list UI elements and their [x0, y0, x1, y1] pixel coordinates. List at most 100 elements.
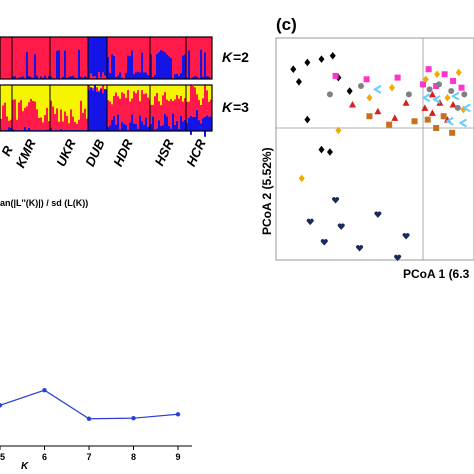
k2-bar-segment [48, 76, 50, 79]
pcoa-point-group-8 [402, 233, 410, 240]
k3-bar-segment [156, 85, 158, 93]
k3-bar-segment [20, 85, 22, 101]
k3-bar-segment [206, 90, 208, 116]
k3-bar-segment [18, 102, 20, 131]
k3-bar-segment [198, 99, 200, 121]
pcoa-point-group-5 [405, 91, 412, 98]
k3-bar-segment [10, 119, 12, 128]
k2-bar-segment [135, 72, 137, 79]
k3-bar-segment [66, 85, 68, 116]
pcoa-frame [275, 37, 474, 261]
k3-bar-segment [154, 96, 156, 130]
k3-bar-segment [131, 98, 133, 115]
k3-bar-segment [133, 123, 135, 131]
k3-bar-segment [178, 128, 180, 131]
k3-bar-segment [48, 129, 50, 131]
k3-bar-segment [196, 85, 198, 95]
k3-bar-segment [26, 85, 28, 107]
pcoa-point-group-3 [332, 72, 339, 79]
k3-bar-segment [133, 91, 135, 124]
k3-bar-segment [198, 85, 200, 100]
k3-bar-segment [174, 124, 176, 131]
k2-population-block [50, 37, 88, 79]
k2-bar-segment [156, 54, 158, 79]
k3-bar-segment [182, 121, 184, 131]
k3-bar-segment [172, 101, 174, 114]
pcoa-panel-label: (c) [276, 15, 297, 34]
k3-bar-segment [137, 128, 139, 131]
k3-bar-segment [10, 85, 12, 120]
k3-bar-segment [80, 85, 82, 101]
k3-bar-segment [152, 104, 154, 117]
k3-bar-segment [196, 94, 198, 110]
k2-bar-segment [121, 77, 123, 79]
k3-bar-segment [76, 85, 78, 124]
k2-bar-segment [12, 76, 14, 79]
k3-bar-segment [137, 85, 139, 91]
k3-bar-segment [154, 85, 156, 97]
k3-bar-segment [82, 112, 84, 131]
k3-bar-segment [86, 118, 88, 131]
k3-bar-segment [150, 85, 152, 105]
k3-bar-segment [94, 85, 96, 131]
k3-bar-segment [38, 117, 40, 131]
k3-bar-segment [102, 85, 104, 94]
k2-bar-segment [174, 74, 176, 79]
k3-bar-segment [104, 85, 106, 89]
k3-bar-segment [16, 119, 18, 131]
pcoa-point-group-5 [435, 81, 442, 88]
k3-bar-segment [210, 99, 212, 117]
k3-bar-segment [188, 85, 190, 102]
k3-bar-segment [164, 92, 166, 115]
k3-bar-segment [117, 96, 119, 115]
k3-bar-segment [40, 85, 42, 118]
k3-bar-segment [133, 85, 135, 92]
pcoa-point-group-5 [426, 86, 433, 93]
pcoa-point-group-4 [366, 93, 373, 102]
k3-bar-segment [194, 87, 196, 117]
k2-bar-segment [32, 77, 34, 79]
pcoa-point-group-5 [454, 104, 461, 111]
k3-bar-segment [135, 85, 137, 94]
k3-bar-segment [28, 102, 30, 128]
k3-bar-segment [156, 92, 158, 129]
k3-frame [0, 84, 213, 132]
pcoa-point-group-6 [432, 95, 441, 104]
k3-bar-segment [168, 85, 170, 101]
k3-bar-segment [202, 118, 204, 131]
k3-bar-segment [78, 119, 80, 131]
structure-k2-row [0, 37, 212, 79]
k3-bar-segment [113, 115, 115, 131]
k3-bar-segment [113, 85, 115, 96]
k3-bar-segment [32, 100, 34, 131]
k2-bar-segment [92, 76, 94, 79]
k2-bar-segment [127, 55, 129, 79]
k3-bar-segment [202, 85, 204, 99]
pcoa-point-group-3 [441, 71, 448, 78]
k2-bar-segment [62, 76, 64, 79]
k2-bar-segment [107, 57, 109, 79]
pcoa-point-group-4 [335, 126, 342, 135]
k3-bar-segment [24, 126, 26, 131]
pcoa-point-group-4 [455, 68, 462, 77]
pcoa-point-group-1 [295, 78, 302, 86]
k3-bar-segment [84, 85, 86, 109]
k3-bar-segment [96, 92, 98, 131]
k3-bar-segment [6, 116, 8, 131]
k3-bar-segment [121, 85, 123, 93]
k3-bar-segment [70, 85, 72, 110]
k2-bar-segment [109, 73, 111, 79]
pcoa-point-group-8 [356, 245, 364, 252]
k3-bar-segment [210, 85, 212, 100]
k3-bar-segment [123, 85, 125, 94]
k3-bar-segment [152, 116, 154, 131]
k3-bar-segment [135, 123, 137, 131]
k3-bar-segment [62, 121, 64, 131]
k3-bar-segment [0, 118, 2, 131]
pcoa-point-group-6 [458, 118, 467, 128]
k3-bar-segment [6, 85, 8, 117]
k3-bar-segment [129, 122, 131, 131]
k3-bar-segment [125, 97, 127, 125]
k3-bar-segment [14, 85, 16, 100]
k2-bar-segment [113, 56, 115, 79]
